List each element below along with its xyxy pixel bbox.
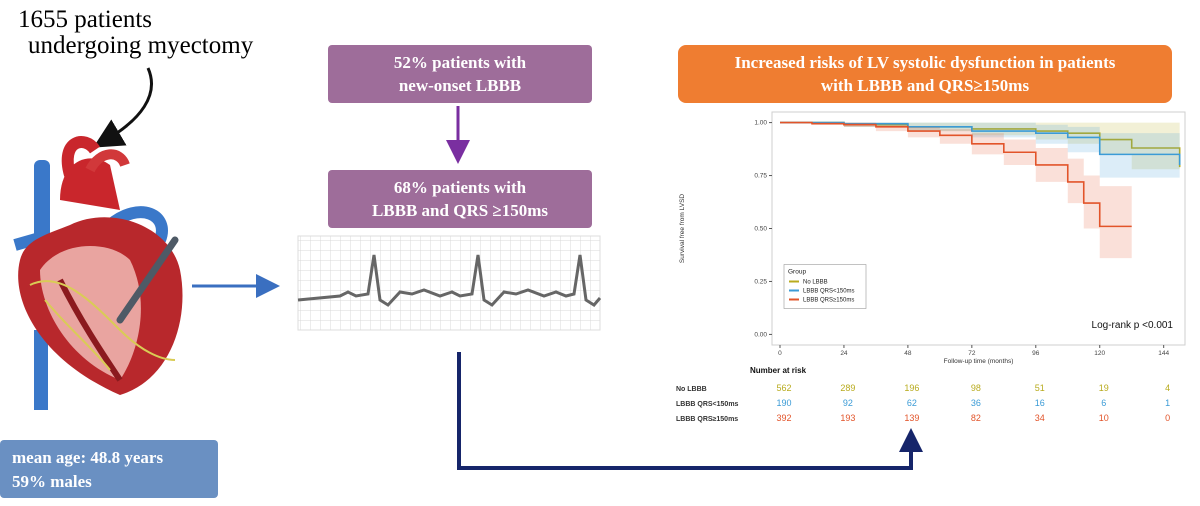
survival-curve [779, 121, 1181, 165]
box-text: 59% males [12, 472, 92, 491]
legend-box [783, 264, 867, 309]
x-tick-label: 24 [840, 350, 848, 357]
km-chart: 0.00 0.25 0.50 0.75 1.00 0 24 48 72 96 120 144 Follo… [676, 111, 1186, 423]
risk-count: 82 [971, 413, 981, 423]
heart-illustration [13, 136, 183, 410]
risk-row-label: No LBBB [676, 386, 707, 393]
confidence-band [779, 122, 1132, 259]
legend-label: No LBBB [803, 280, 828, 286]
finding-box [328, 45, 592, 103]
risk-count: 0 [1165, 413, 1170, 423]
risk-count: 289 [840, 383, 855, 393]
legend-label: LBBB QRS<150ms [803, 289, 855, 295]
risk-count: 98 [971, 383, 981, 393]
y-tick-label: 1.00 [754, 120, 767, 127]
y-tick-label: 0.75 [754, 173, 767, 180]
x-tick-label: 144 [1158, 350, 1169, 357]
box-text: LBBB and QRS ≥150ms [372, 201, 548, 220]
result-box [678, 45, 1172, 103]
finding-box [328, 170, 592, 228]
intro-text: 1655 patients [18, 6, 152, 33]
risk-count: 92 [843, 398, 853, 408]
x-tick-label: 48 [904, 350, 912, 357]
legend-label: LBBB QRS≥150ms [803, 298, 854, 304]
risk-count: 19 [1099, 383, 1109, 393]
demographics-box [0, 440, 218, 498]
y-axis-label: Survival free from LVSD [679, 194, 686, 264]
box-text: Increased risks of LV systolic dysfuncti… [735, 53, 1116, 72]
x-axis-label: Follow-up time (months) [944, 358, 1014, 365]
arrow [457, 352, 923, 470]
risk-count: 6 [1101, 398, 1106, 408]
risk-count: 190 [776, 398, 791, 408]
risk-count: 1 [1165, 398, 1170, 408]
y-tick-label: 0.50 [754, 226, 767, 233]
risk-count: 10 [1099, 413, 1109, 423]
risk-row-label: LBBB QRS≥150ms [676, 416, 738, 423]
box-text: with LBBB and QRS≥150ms [821, 76, 1030, 95]
legend-title: Group [788, 269, 806, 276]
box-text: new-onset LBBB [399, 76, 521, 95]
annotation: Log-rank p <0.001 [1092, 320, 1174, 331]
box-text: mean age: 48.8 years [12, 448, 163, 467]
risk-count: 62 [907, 398, 917, 408]
risk-count: 562 [776, 383, 791, 393]
risk-count: 51 [1035, 383, 1045, 393]
risk-count: 16 [1035, 398, 1045, 408]
x-tick-label: 96 [1032, 350, 1040, 357]
risk-row-label: LBBB QRS<150ms [676, 401, 739, 408]
risk-count: 4 [1165, 383, 1170, 393]
risk-count: 139 [904, 413, 919, 423]
survival-curve [779, 121, 1132, 228]
x-tick-label: 120 [1094, 350, 1105, 357]
risk-count: 392 [776, 413, 791, 423]
x-tick-label: 72 [968, 350, 976, 357]
confidence-band [779, 122, 1180, 208]
arrow [93, 67, 153, 148]
ecg-strip [297, 235, 602, 331]
box-text: 52% patients with [394, 53, 527, 72]
risk-count: 196 [904, 383, 919, 393]
y-tick-label: 0.00 [754, 331, 767, 338]
risk-count: 36 [971, 398, 981, 408]
box-text: 68% patients with [394, 178, 527, 197]
risk-table-title: Number at risk [750, 366, 807, 375]
intro-text: undergoing myectomy [28, 32, 254, 59]
risk-count: 34 [1035, 413, 1045, 423]
x-tick-label: 0 [778, 350, 782, 357]
y-tick-label: 0.25 [754, 278, 767, 285]
risk-count: 193 [840, 413, 855, 423]
confidence-band [779, 122, 1180, 208]
